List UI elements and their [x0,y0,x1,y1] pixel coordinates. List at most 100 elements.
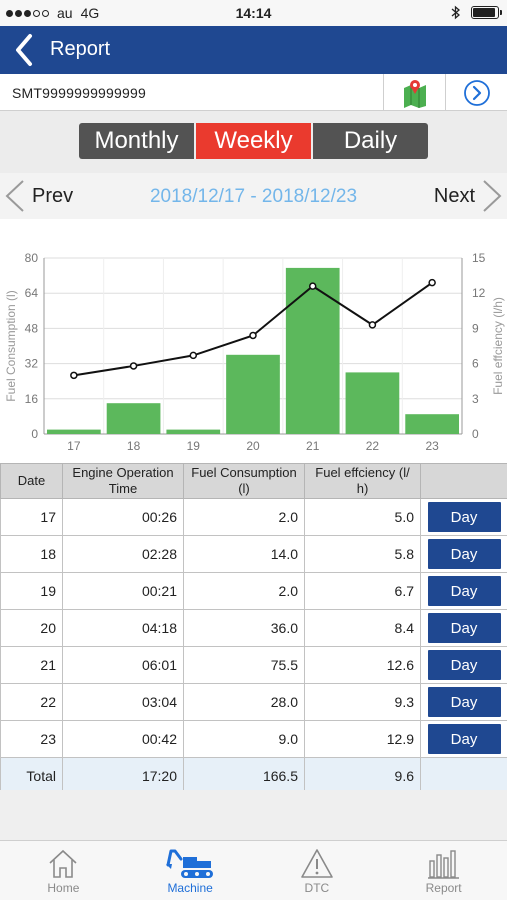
table-row: 22 03:04 28.0 9.3 Day [0,683,507,721]
carrier-label: au [57,5,73,21]
next-button[interactable]: Next [434,179,503,213]
chevron-right-icon [483,180,502,212]
efficiency-point [70,371,78,380]
cell-engine-time: 03:04 [62,683,184,721]
cell-day-action: Day [420,720,507,758]
day-button[interactable]: Day [427,724,501,754]
network-label: 4G [80,5,100,21]
tab-dtc[interactable]: DTC [254,841,381,900]
table-row: 20 04:18 36.0 8.4 Day [0,609,507,647]
x-tick-label: 19 [187,439,201,453]
efficiency-point [129,362,138,370]
cell-day-action: Day [420,572,507,610]
y2-tick-label: 12 [472,286,486,300]
period-weekly[interactable]: Weekly [196,123,313,159]
back-button[interactable] [10,32,44,68]
y-tick-label: 0 [31,427,38,441]
bar [106,403,161,434]
x-tick-label: 18 [127,439,141,453]
cell-date: 19 [0,572,63,610]
y2-tick-label: 9 [472,321,479,335]
period-monthly[interactable]: Monthly [79,123,196,159]
day-button[interactable]: Day [427,650,501,680]
prev-button[interactable]: Prev [4,179,73,213]
day-button[interactable]: Day [427,539,501,569]
content-spacer [0,790,507,840]
cell-fuel-efficiency: 8.4 [304,609,421,647]
tab-home[interactable]: Home [0,841,127,900]
cell-engine-time: 02:28 [62,535,184,573]
period-band: Monthly Weekly Daily [0,111,507,173]
y2-tick-label: 15 [472,251,486,265]
circle-chevron-right-icon [463,79,490,106]
day-button[interactable]: Day [427,576,501,606]
total-engine-time: 17:20 [62,757,184,795]
week-range: 2018/12/17 - 2018/12/23 [149,186,358,207]
cell-fuel-efficiency: 5.0 [304,498,421,536]
nav-bar: Report [0,26,507,74]
week-navigation: Prev 2018/12/17 - 2018/12/23 Next [0,173,507,219]
x-tick-label: 20 [246,439,260,453]
page-title: Report [50,38,111,60]
efficiency-point [249,331,257,340]
efficiency-point [189,351,198,360]
cell-day-action: Day [420,535,507,573]
table-row: 19 00:21 2.0 6.7 Day [0,572,507,610]
machine-row: SMT9999999999999 [0,74,507,111]
bar [285,267,340,434]
cell-date: 21 [0,646,63,684]
y-tick-label: 64 [25,286,39,300]
table-total-row: Total 17:20 166.5 9.6 [0,757,507,795]
fuel-chart-svg: 0 16 32 48 64 80 0 3 6 9 12 15 17 18 19 20 21 22 23 Fuel Co… [4,251,505,453]
warning-triangle-icon [301,849,333,878]
cell-fuel-consumption: 2.0 [183,498,305,536]
total-empty-cell [420,757,507,795]
cell-day-action: Day [420,646,507,684]
total-fuel-efficiency: 9.6 [304,757,421,795]
cell-fuel-consumption: 75.5 [183,646,305,684]
chevron-left-icon [5,180,24,212]
cell-fuel-efficiency: 9.3 [304,683,421,721]
bar [47,429,101,434]
total-fuel-consumption: 166.5 [183,757,305,795]
cell-day-action: Day [420,683,507,721]
bar [405,414,459,434]
day-button[interactable]: Day [427,502,501,532]
y2-tick-label: 3 [472,392,479,406]
cell-date: 23 [0,720,63,758]
header-fuel-consumption: Fuel Consumption (l) [183,463,305,499]
cell-fuel-consumption: 14.0 [183,535,305,573]
header-date: Date [0,463,63,499]
cell-fuel-efficiency: 5.8 [304,535,421,573]
table-header-row: Date Engine Operation Time Fuel Consumpt… [0,463,507,499]
report-table: Date Engine Operation Time Fuel Consumpt… [0,463,507,795]
next-label: Next [433,184,475,207]
x-tick-label: 22 [366,439,380,453]
tab-machine[interactable]: Machine [127,841,254,900]
tab-report[interactable]: Report [380,841,507,900]
y-axis-title: Fuel Consumption (l) [4,290,18,401]
tab-report-label: Report [425,881,462,895]
bluetooth-icon [451,5,460,20]
day-button[interactable]: Day [427,613,501,643]
tab-bar: Home Machine DTC Report [0,840,507,900]
cell-fuel-consumption: 9.0 [183,720,305,758]
go-button[interactable] [445,74,507,111]
efficiency-point [428,278,436,287]
day-button[interactable]: Day [427,687,501,717]
y2-tick-label: 6 [472,357,479,371]
cell-date: 22 [0,683,63,721]
efficiency-point [308,282,317,290]
cell-fuel-consumption: 36.0 [183,609,305,647]
tab-home-label: Home [47,881,80,895]
home-icon [49,849,77,878]
y-tick-label: 32 [25,357,39,371]
tab-machine-label: Machine [167,881,213,895]
status-bar: au 4G 14:14 [0,0,507,26]
cell-day-action: Day [420,609,507,647]
map-button[interactable] [383,74,445,111]
period-daily[interactable]: Daily [313,123,428,159]
cell-fuel-efficiency: 12.6 [304,646,421,684]
tab-dtc-label: DTC [304,881,330,895]
prev-label: Prev [32,184,74,207]
